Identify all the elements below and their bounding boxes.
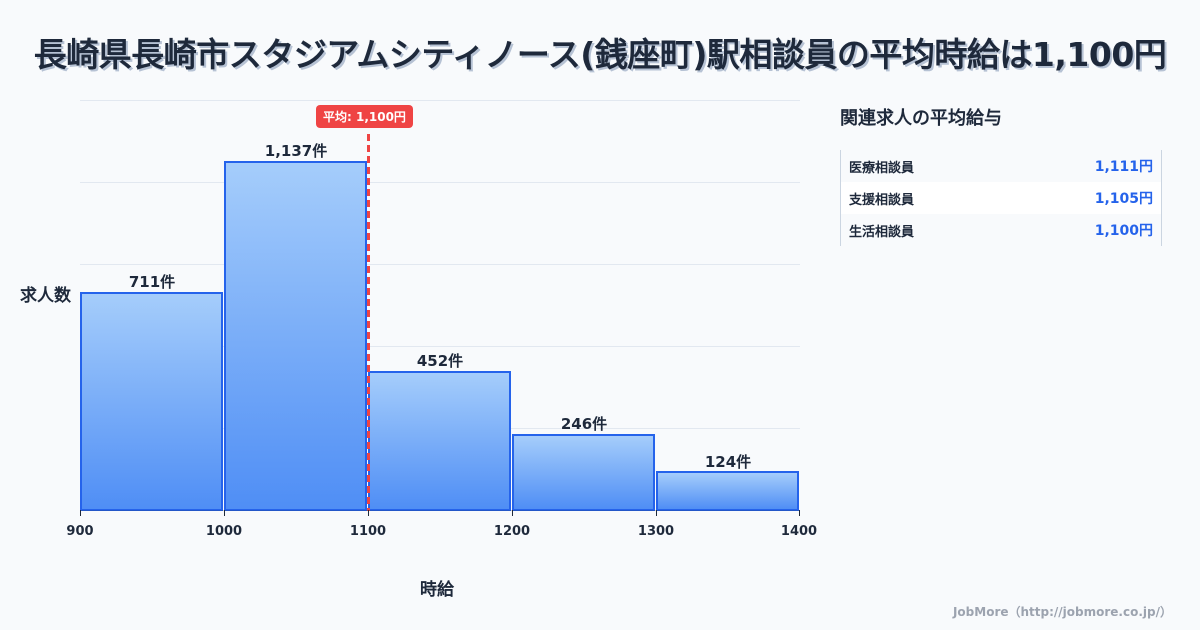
histogram-chart: 711件 1,137件 452件 246件 124件 平均: 1,100円 90… [20,100,818,600]
bar-label: 124件 [704,453,752,471]
x-tick-label: 1000 [205,524,243,539]
x-tick-label: 1100 [349,524,387,539]
x-tick [799,510,800,516]
bar-900-1000 [80,292,223,511]
related-salary-list: 医療相談員 1,111円 支援相談員 1,105円 生活相談員 1,100円 [840,150,1162,246]
gridline [80,346,800,347]
job-salary: 1,100円 [1094,223,1153,239]
x-tick-label: 1200 [493,524,531,539]
bar-1300-1400 [656,471,799,511]
job-name: 支援相談員 [849,192,915,208]
x-tick-label: 1300 [637,524,675,539]
bar-label: 1,137件 [264,142,328,160]
bar-label: 246件 [560,415,608,433]
x-tick [656,510,657,516]
gridline [80,100,800,101]
job-salary: 1,111円 [1094,159,1153,175]
gridline [80,264,800,265]
bar-1100-1200 [368,371,511,511]
mean-line [367,134,370,511]
source-credit: JobMore（http://jobmore.co.jp/） [952,605,1172,619]
related-salary-row: 医療相談員 1,111円 [841,150,1161,182]
bar-label: 452件 [416,352,464,370]
x-tick [512,510,513,516]
job-name: 生活相談員 [849,224,915,240]
x-tick-label: 900 [66,524,94,539]
x-axis-label: 時給 [420,580,454,600]
job-name: 医療相談員 [849,160,915,176]
y-axis-label: 求人数 [20,286,71,306]
bar-1200-1300 [512,434,655,511]
gridline [80,182,800,183]
related-salary-title: 関連求人の平均給与 [840,108,1002,129]
mean-badge: 平均: 1,100円 [316,105,413,128]
bar-label: 711件 [128,273,176,291]
related-salary-row: 生活相談員 1,100円 [841,214,1161,246]
x-axis-line [80,510,800,511]
x-tick [224,510,225,516]
x-tick [80,510,81,516]
related-salary-panel: 関連求人の平均給与 医療相談員 1,111円 支援相談員 1,105円 生活相談… [840,100,1162,246]
x-tick [368,510,369,516]
page-title: 長崎県長崎市スタジアムシティノース(銭座町)駅相談員の平均時給は1,100円 [33,35,1167,74]
job-salary: 1,105円 [1094,191,1153,207]
bar-1000-1100 [224,161,367,511]
related-salary-row: 支援相談員 1,105円 [841,182,1161,214]
x-tick-label: 1400 [780,524,818,539]
